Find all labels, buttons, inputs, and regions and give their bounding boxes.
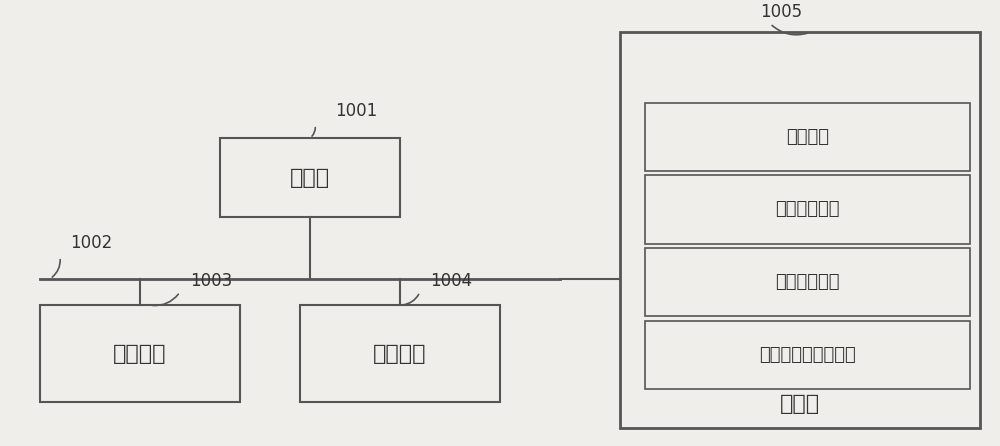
FancyBboxPatch shape <box>645 175 970 244</box>
Text: 1005: 1005 <box>760 4 802 21</box>
Text: 操作系统: 操作系统 <box>786 128 829 146</box>
Text: 存储器: 存储器 <box>780 394 820 414</box>
Text: 1002: 1002 <box>70 235 112 252</box>
FancyBboxPatch shape <box>40 305 240 402</box>
Text: 1003: 1003 <box>190 272 232 290</box>
FancyBboxPatch shape <box>300 305 500 402</box>
FancyBboxPatch shape <box>620 33 980 429</box>
Text: 网络通信模块: 网络通信模块 <box>775 201 840 219</box>
FancyBboxPatch shape <box>220 138 400 217</box>
Text: 1001: 1001 <box>335 103 377 120</box>
Text: 用户接口: 用户接口 <box>113 343 167 363</box>
Text: 1004: 1004 <box>430 272 472 290</box>
Text: 互联网风险监控程序: 互联网风险监控程序 <box>759 346 856 363</box>
FancyBboxPatch shape <box>645 321 970 389</box>
FancyBboxPatch shape <box>645 248 970 316</box>
FancyBboxPatch shape <box>645 103 970 171</box>
Text: 网络接口: 网络接口 <box>373 343 427 363</box>
Text: 用户接口模块: 用户接口模块 <box>775 273 840 291</box>
Text: 处理器: 处理器 <box>290 168 330 188</box>
